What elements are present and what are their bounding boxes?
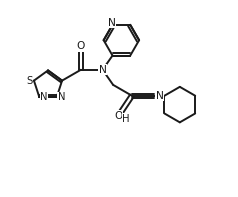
Text: N: N	[99, 65, 106, 75]
Text: N: N	[108, 18, 115, 28]
Text: N: N	[58, 92, 65, 102]
Text: O: O	[77, 41, 85, 51]
Text: S: S	[27, 76, 33, 86]
Text: N: N	[156, 91, 164, 101]
Text: H: H	[122, 114, 130, 124]
Text: O: O	[114, 111, 122, 121]
Text: N: N	[40, 92, 48, 102]
